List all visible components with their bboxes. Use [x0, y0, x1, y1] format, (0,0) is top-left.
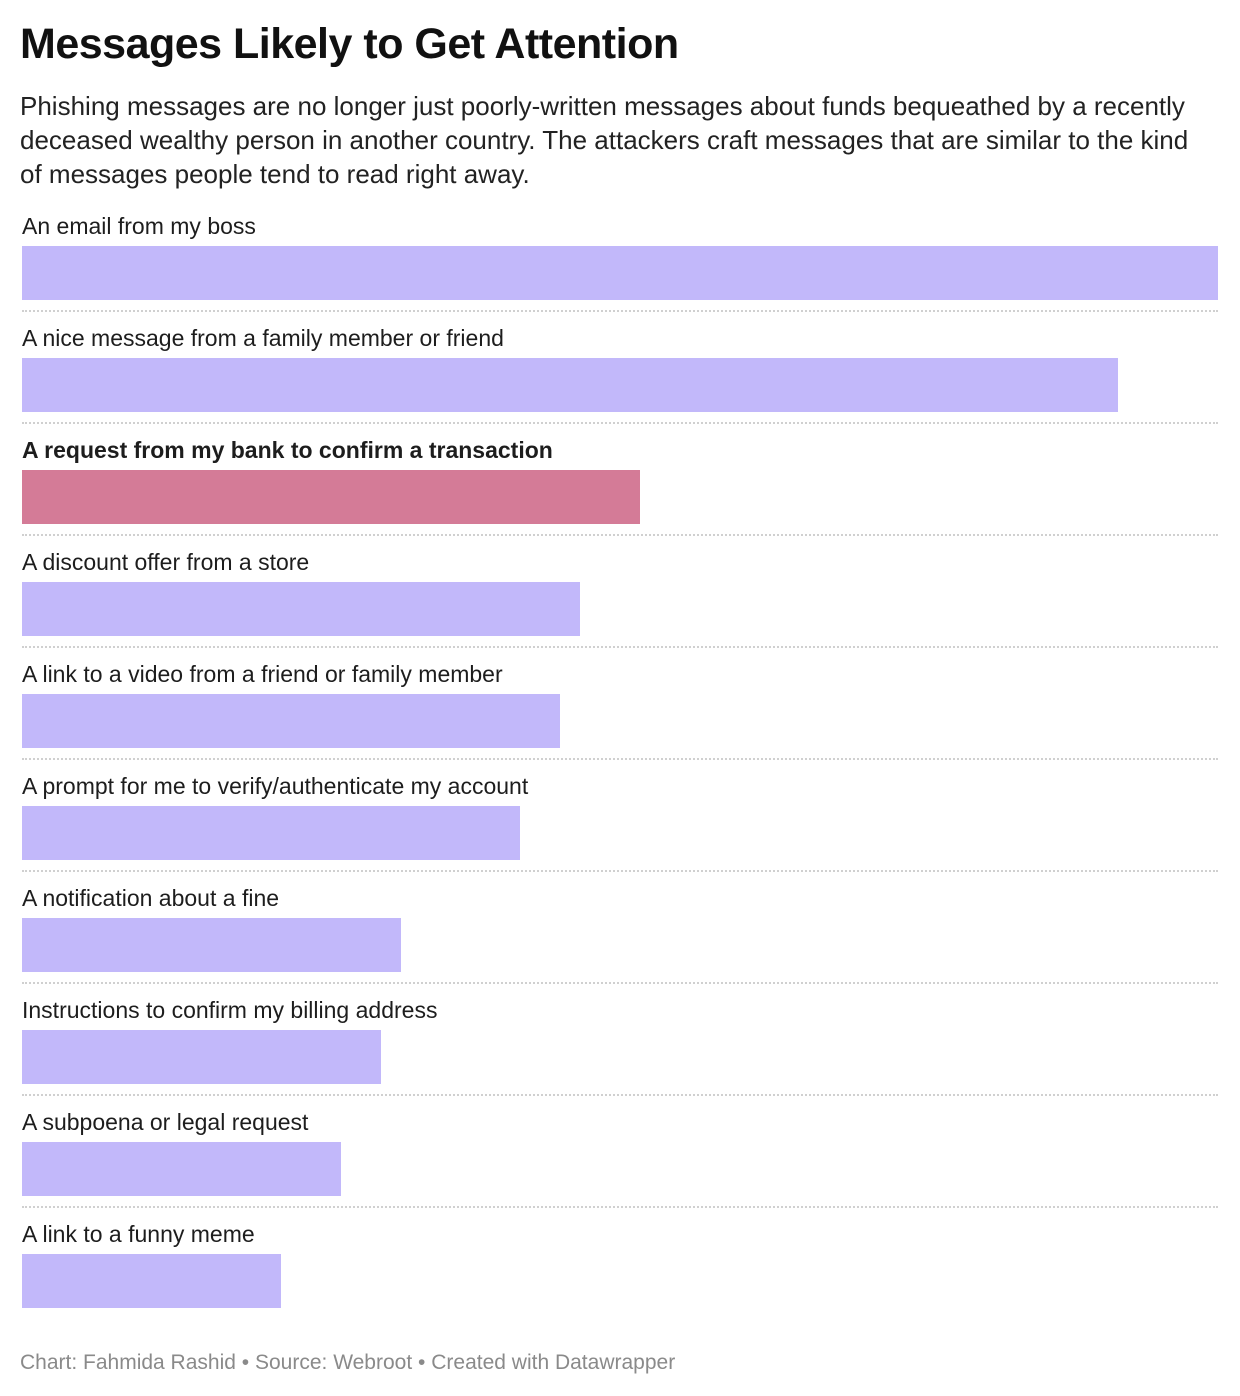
category-label: A discount offer from a store — [22, 549, 310, 575]
bar-row: A notification about a fine — [22, 882, 1218, 994]
category-label: A nice message from a family member or f… — [22, 325, 504, 351]
bar-chart: An email from my boss A nice message from… — [22, 210, 1218, 1330]
row-separator — [22, 310, 1218, 312]
bar — [22, 358, 1118, 412]
chart-footer: Chart: Fahmida Rashid • Source: Webroot … — [20, 1349, 675, 1377]
bar — [22, 918, 401, 972]
row-separator — [22, 982, 1218, 984]
category-label: A notification about a fine — [22, 885, 280, 911]
bar — [22, 1142, 341, 1196]
bar-row: A link to a funny meme — [22, 1218, 1218, 1330]
category-label: A link to a video from a friend or famil… — [22, 661, 503, 687]
bar-row: A subpoena or legal request — [22, 1106, 1218, 1218]
bar-row: A nice message from a family member or f… — [22, 322, 1218, 434]
row-separator — [22, 1094, 1218, 1096]
category-label: An email from my boss — [22, 213, 256, 239]
category-label: A request from my bank to confirm a tran… — [22, 437, 553, 463]
bar-row: An email from my boss — [22, 210, 1218, 322]
category-label: A link to a funny meme — [22, 1221, 255, 1247]
row-separator — [22, 534, 1218, 536]
bar — [22, 694, 560, 748]
source-credit: Source: Webroot — [254, 1351, 413, 1374]
chart-title: Messages Likely to Get Attention — [20, 20, 679, 68]
row-separator — [22, 758, 1218, 760]
row-separator — [22, 870, 1218, 872]
row-separator — [22, 422, 1218, 424]
tool-credit: Created with Datawrapper — [431, 1351, 676, 1374]
bar — [22, 470, 640, 524]
footer-separator: • — [418, 1351, 426, 1374]
chart-subtitle: Phishing messages are no longer just poo… — [20, 91, 1189, 189]
bar — [22, 246, 1218, 300]
bar — [22, 1030, 381, 1084]
bar — [22, 806, 520, 860]
chart-credit: Chart: Fahmida Rashid — [20, 1351, 236, 1374]
category-label: A subpoena or legal request — [22, 1109, 309, 1135]
category-label: A prompt for me to verify/authenticate m… — [22, 773, 529, 799]
row-separator — [22, 646, 1218, 648]
footer-separator: • — [241, 1351, 250, 1374]
bar — [22, 582, 580, 636]
row-separator — [22, 1206, 1218, 1208]
bar-row: A prompt for me to verify/authenticate m… — [22, 770, 1218, 882]
bar-row: A request from my bank to confirm a tran… — [22, 434, 1218, 546]
bar — [22, 1254, 281, 1308]
bar-row: A discount offer from a store — [22, 546, 1218, 658]
category-label: Instructions to confirm my billing addre… — [22, 997, 438, 1023]
bar-row: Instructions to confirm my billing addre… — [22, 994, 1218, 1106]
bar-row: A link to a video from a friend or famil… — [22, 658, 1218, 770]
